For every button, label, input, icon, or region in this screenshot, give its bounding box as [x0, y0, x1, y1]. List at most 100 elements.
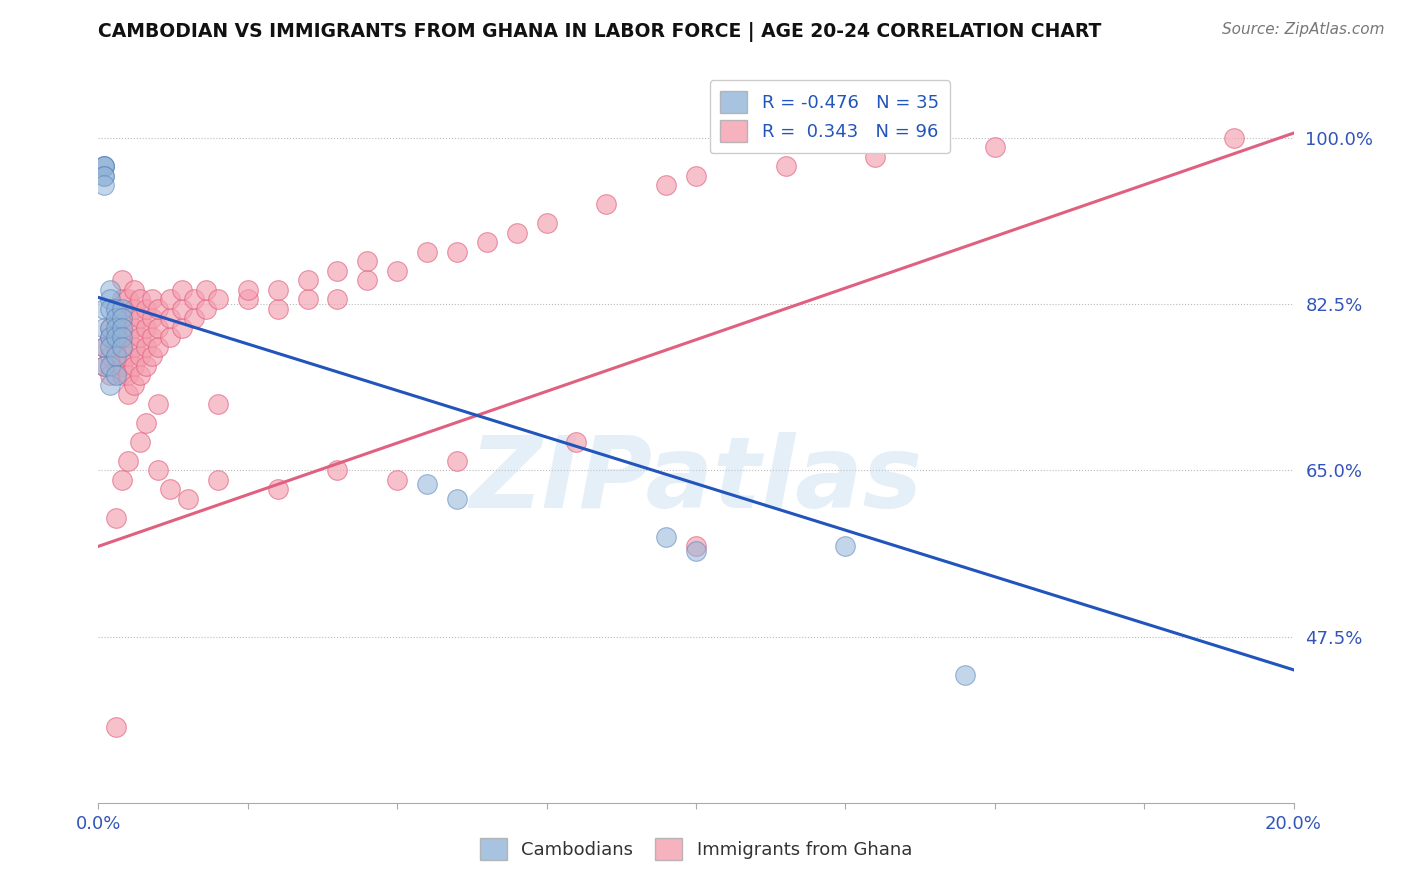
Point [416, 476, 439, 491]
Point [105, 368, 128, 383]
Point [506, 226, 529, 240]
Point [356, 273, 378, 287]
Point [141, 349, 163, 363]
Point [775, 159, 797, 173]
Point [129, 330, 152, 344]
Point [446, 491, 468, 506]
Point [135, 321, 157, 335]
Point [135, 301, 157, 316]
Point [195, 301, 218, 316]
Point [172, 301, 194, 316]
Point [117, 387, 139, 401]
Point [100, 330, 122, 344]
Point [865, 150, 887, 164]
Point [100, 377, 122, 392]
Point [129, 349, 152, 363]
Point [93, 159, 115, 173]
Point [326, 463, 349, 477]
Point [207, 473, 229, 487]
Point [177, 491, 200, 506]
Point [111, 301, 134, 316]
Point [685, 539, 707, 553]
Point [117, 311, 139, 326]
Point [100, 368, 122, 383]
Point [100, 321, 122, 335]
Point [183, 311, 205, 326]
Point [655, 530, 678, 544]
Point [267, 301, 290, 316]
Point [565, 434, 588, 449]
Point [124, 283, 146, 297]
Point [148, 321, 170, 335]
Point [111, 273, 134, 287]
Point [105, 340, 128, 354]
Point [236, 293, 259, 307]
Point [159, 483, 181, 497]
Point [326, 264, 349, 278]
Text: Source: ZipAtlas.com: Source: ZipAtlas.com [1222, 22, 1385, 37]
Point [100, 340, 122, 354]
Point [93, 301, 115, 316]
Point [129, 311, 152, 326]
Point [655, 178, 678, 193]
Point [117, 368, 139, 383]
Point [93, 340, 115, 354]
Point [105, 720, 128, 734]
Point [111, 330, 134, 344]
Point [105, 330, 128, 344]
Point [105, 321, 128, 335]
Point [117, 293, 139, 307]
Point [236, 283, 259, 297]
Point [685, 169, 707, 183]
Point [159, 293, 181, 307]
Point [124, 321, 146, 335]
Point [105, 349, 128, 363]
Point [159, 330, 181, 344]
Point [93, 159, 115, 173]
Point [135, 359, 157, 373]
Point [207, 293, 229, 307]
Point [595, 197, 617, 211]
Point [117, 330, 139, 344]
Legend: Cambodians, Immigrants from Ghana: Cambodians, Immigrants from Ghana [472, 830, 920, 867]
Point [100, 293, 122, 307]
Point [105, 511, 128, 525]
Point [129, 368, 152, 383]
Point [207, 397, 229, 411]
Point [356, 254, 378, 268]
Point [124, 340, 146, 354]
Point [93, 340, 115, 354]
Point [100, 321, 122, 335]
Point [141, 311, 163, 326]
Point [536, 216, 558, 230]
Point [172, 321, 194, 335]
Point [100, 330, 122, 344]
Point [183, 293, 205, 307]
Point [385, 264, 409, 278]
Point [105, 330, 128, 344]
Point [148, 301, 170, 316]
Point [117, 349, 139, 363]
Point [93, 169, 115, 183]
Point [385, 473, 409, 487]
Point [135, 340, 157, 354]
Point [111, 321, 134, 335]
Point [111, 311, 134, 326]
Point [100, 359, 122, 373]
Point [93, 159, 115, 173]
Point [93, 169, 115, 183]
Point [111, 340, 134, 354]
Point [100, 349, 122, 363]
Point [172, 283, 194, 297]
Point [148, 397, 170, 411]
Point [446, 454, 468, 468]
Point [148, 463, 170, 477]
Point [111, 349, 134, 363]
Point [111, 473, 134, 487]
Point [834, 539, 856, 553]
Point [129, 293, 152, 307]
Point [148, 340, 170, 354]
Point [475, 235, 498, 250]
Point [93, 359, 115, 373]
Point [135, 416, 157, 430]
